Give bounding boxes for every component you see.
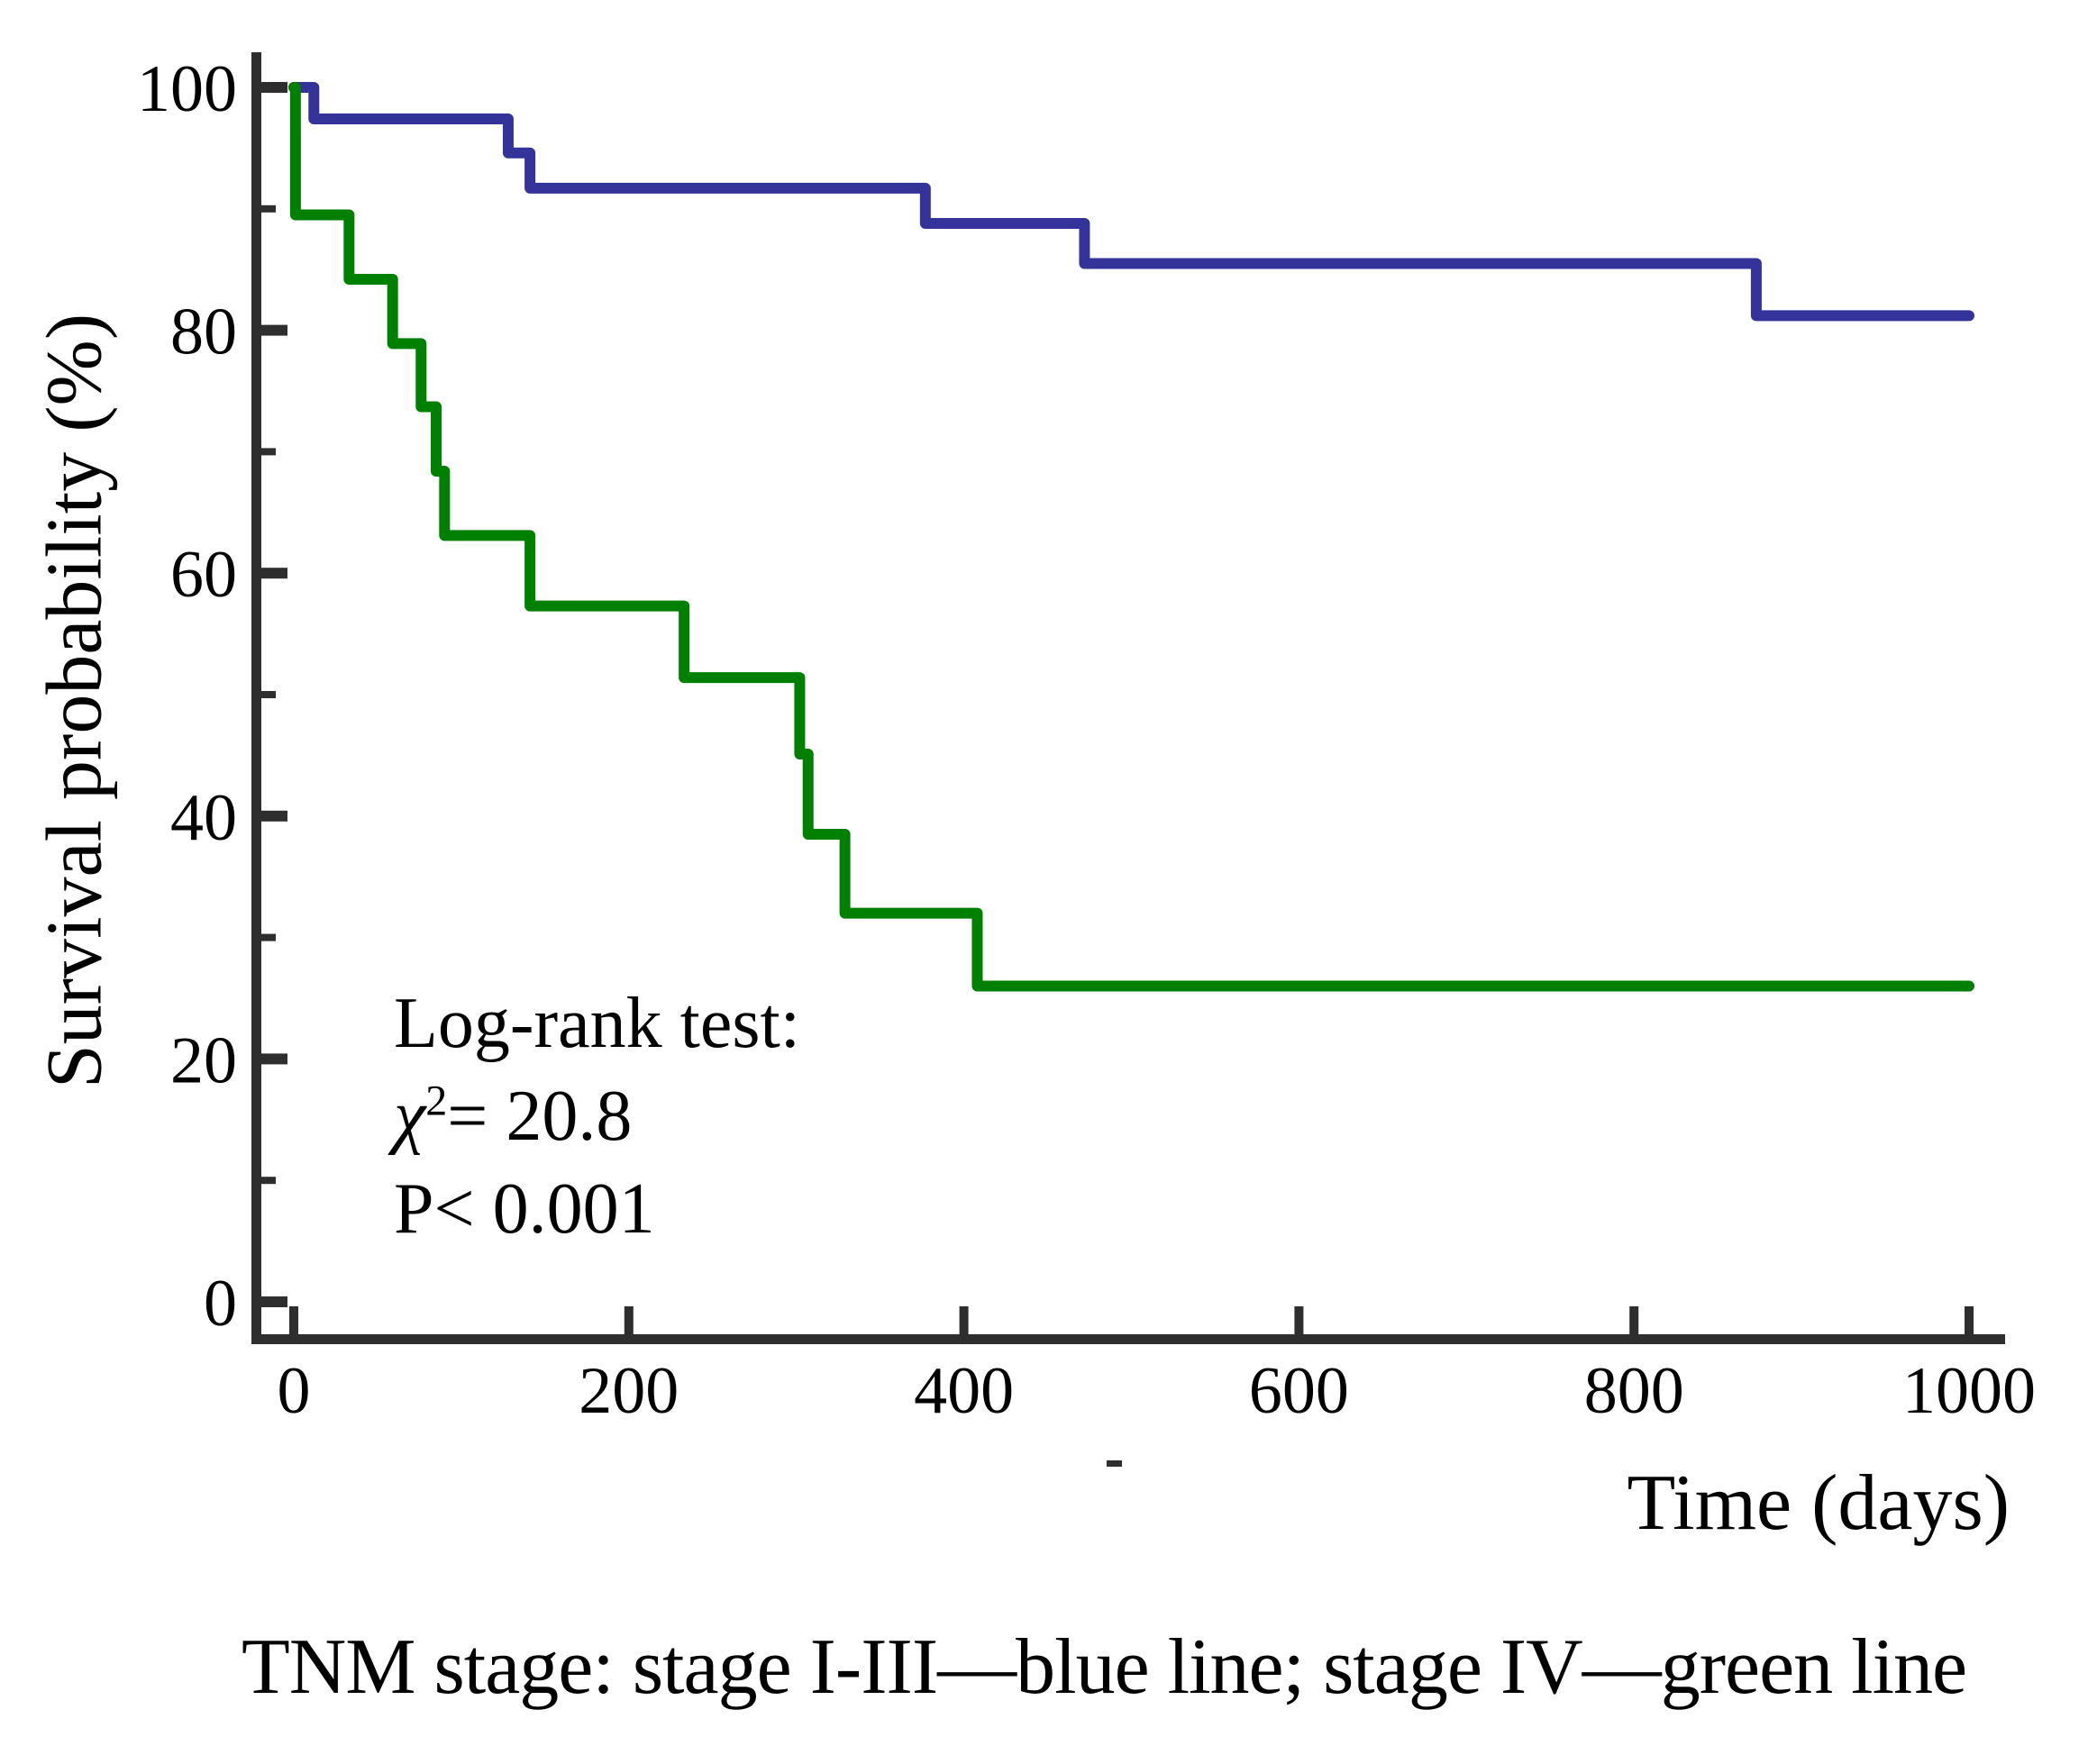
x-axis-spine [251,1334,2005,1344]
x-major-tick-400 [959,1306,969,1334]
annotation-logrank-line: Log-rank test: [394,984,800,1063]
y-tick-label-40: 40 [170,781,237,855]
y-minor-tick-90 [257,205,276,213]
y-minor-tick-70 [257,448,276,456]
y-major-tick-0 [257,1296,287,1307]
y-tick-label-80: 80 [170,296,237,369]
annotation-chisquare-line: χ2= 20.8 [394,1070,800,1163]
chi-value: = 20.8 [447,1077,633,1156]
y-major-tick-60 [257,568,287,579]
y-minor-tick-10 [257,1177,276,1185]
x-tick-label-1000: 1000 [1902,1354,2036,1428]
y-major-tick-40 [257,810,287,822]
figure-caption: TNM stage: stage I-III—blue line; stage … [242,1623,1967,1711]
x-tick-label-400: 400 [914,1354,1014,1428]
y-major-tick-80 [257,324,287,336]
y-tick-label-60: 60 [170,538,237,612]
y-major-tick-100 [257,82,287,93]
y-axis-title: Survival probability (%) [31,313,119,1089]
chi-superscript: 2 [425,1077,448,1125]
y-tick-label-0: 0 [204,1267,237,1341]
y-axis-spine [251,52,261,1344]
y-minor-tick-50 [257,691,276,698]
x-major-tick-0 [289,1306,298,1334]
x-tick-label-200: 200 [579,1354,679,1428]
y-minor-tick-30 [257,933,276,941]
chi-symbol: χ [394,1077,426,1156]
survival-curve-stage-4 [288,82,1974,992]
y-tick-label-100: 100 [137,52,237,126]
x-major-tick-800 [1629,1306,1639,1334]
x-axis-title: Time (days) [1627,1459,2010,1547]
stats-annotation: Log-rank test: χ2= 20.8 P< 0.001 [394,977,800,1256]
annotation-pvalue-line: P< 0.001 [394,1169,655,1249]
x-tick-label-800: 800 [1584,1354,1684,1428]
y-tick-label-20: 20 [170,1023,237,1097]
x-major-tick-600 [1294,1306,1304,1334]
survival-curve-stage-1-3 [288,82,1974,322]
y-major-tick-20 [257,1053,287,1065]
stray-mark-artifact [1107,1460,1122,1467]
x-major-tick-200 [624,1306,634,1334]
x-major-tick-1000 [1965,1306,1974,1334]
x-tick-label-600: 600 [1249,1354,1349,1428]
x-tick-label-0: 0 [278,1354,311,1428]
